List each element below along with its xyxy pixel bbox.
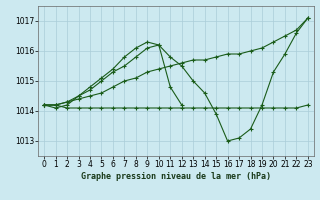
- X-axis label: Graphe pression niveau de la mer (hPa): Graphe pression niveau de la mer (hPa): [81, 172, 271, 181]
